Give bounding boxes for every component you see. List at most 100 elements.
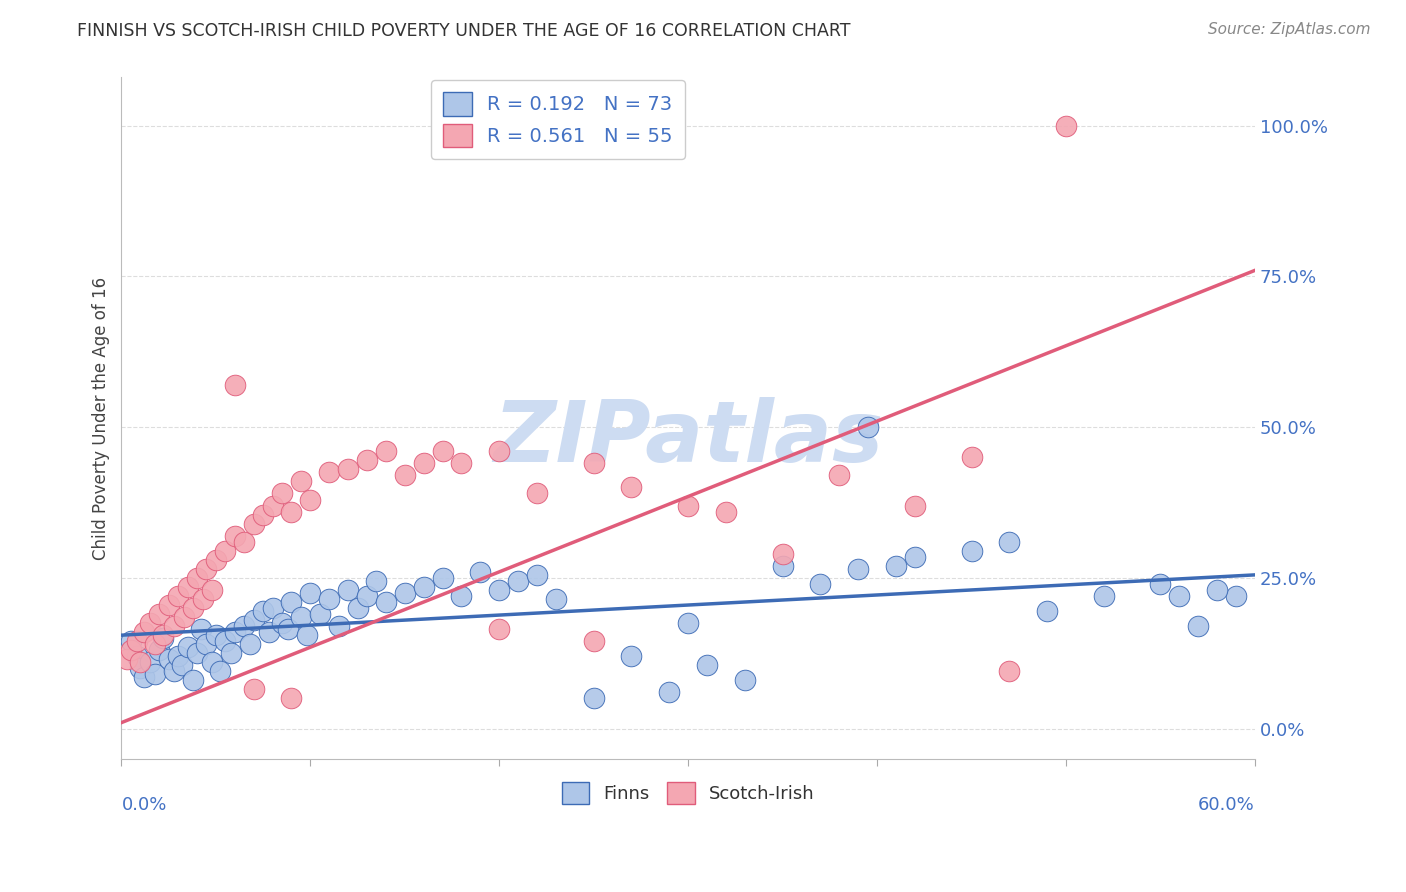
Point [299,586,322,600]
Point [167,589,190,603]
Point [190,622,212,636]
Point [1225,589,1247,603]
Point [219,646,242,660]
Point [620,480,643,494]
Point [205,628,228,642]
Point [432,571,454,585]
Point [271,486,294,500]
Text: 0.0%: 0.0% [121,797,167,814]
Point [526,567,548,582]
Point [242,613,264,627]
Point [195,637,218,651]
Point [676,499,699,513]
Point [1187,619,1209,633]
Point [125,649,148,664]
Point [366,574,388,588]
Point [1092,589,1115,603]
Point [139,656,162,670]
Point [224,378,246,392]
Point [139,616,162,631]
Point [167,649,190,664]
Point [186,571,208,585]
Point [450,456,472,470]
Point [488,444,510,458]
Point [233,619,256,633]
Point [290,610,312,624]
Point [508,574,530,588]
Point [356,589,378,603]
Point [290,475,312,489]
Point [374,595,396,609]
Point [998,665,1021,679]
Point [208,665,231,679]
Point [1149,577,1171,591]
Point [1206,582,1229,597]
Point [772,558,794,573]
Point [176,580,198,594]
Point [620,649,643,664]
Point [125,634,148,648]
Point [173,610,195,624]
Point [960,543,983,558]
Point [884,558,907,573]
Point [132,670,155,684]
Point [1168,589,1191,603]
Point [148,607,170,621]
Point [1036,604,1059,618]
Point [998,534,1021,549]
Point [176,640,198,655]
Point [676,616,699,631]
Point [163,665,186,679]
Point [582,634,605,648]
Point [412,456,434,470]
Point [170,658,193,673]
Point [224,625,246,640]
Text: FINNISH VS SCOTCH-IRISH CHILD POVERTY UNDER THE AGE OF 16 CORRELATION CHART: FINNISH VS SCOTCH-IRISH CHILD POVERTY UN… [77,22,851,40]
Point [280,691,302,706]
Point [152,628,174,642]
Point [696,658,718,673]
Point [191,592,214,607]
Point [181,601,204,615]
Point [186,646,208,660]
Point [904,549,927,564]
Point [214,634,236,648]
Point [145,637,167,651]
Point [328,619,350,633]
Point [277,622,299,636]
Point [904,499,927,513]
Point [772,547,794,561]
Point [252,508,274,522]
Point [582,456,605,470]
Point [356,453,378,467]
Point [157,652,180,666]
Text: 60.0%: 60.0% [1198,797,1256,814]
Point [195,562,218,576]
Text: ZIPatlas: ZIPatlas [494,397,883,480]
Y-axis label: Child Poverty Under the Age of 16: Child Poverty Under the Age of 16 [93,277,110,559]
Point [394,586,416,600]
Point [280,595,302,609]
Point [205,553,228,567]
Point [145,667,167,681]
Point [163,619,186,633]
Point [318,466,340,480]
Point [129,661,152,675]
Point [233,534,256,549]
Point [148,643,170,657]
Point [432,444,454,458]
Point [115,652,138,666]
Point [346,601,368,615]
Point [181,673,204,688]
Point [470,565,492,579]
Point [582,691,605,706]
Point [280,505,302,519]
Point [337,582,360,597]
Point [157,598,180,612]
Point [132,625,155,640]
Point [214,543,236,558]
Point [224,529,246,543]
Legend: Finns, Scotch-Irish: Finns, Scotch-Irish [554,774,823,811]
Point [252,604,274,618]
Point [488,622,510,636]
